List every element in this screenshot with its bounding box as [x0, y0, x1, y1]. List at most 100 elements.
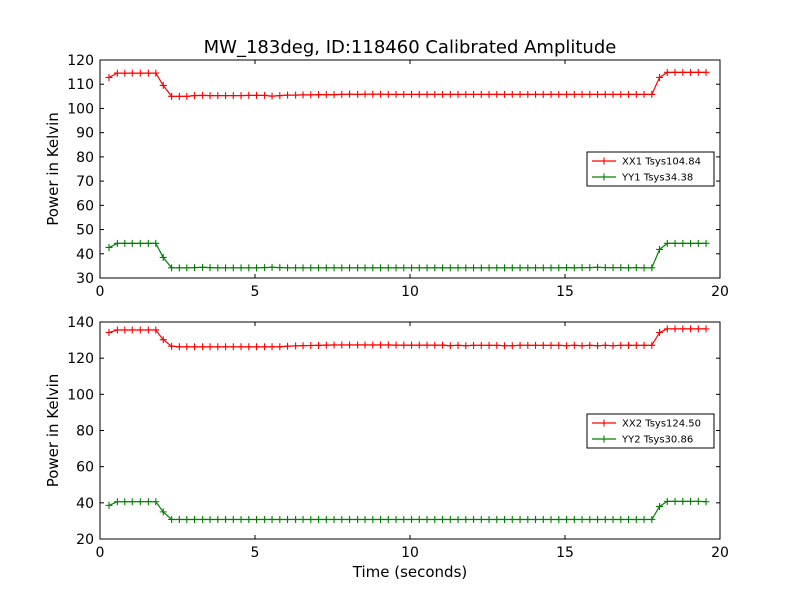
chart-panel-2: 0 5 10 15 20 20 40 60 80 100 120 140 Power in Kelvin…: [44, 315, 729, 581]
data-point: [392, 264, 400, 272]
x-tick-label: 10: [401, 284, 419, 300]
data-point: [400, 90, 408, 98]
data-point: [253, 264, 261, 272]
data-point: [617, 341, 625, 349]
data-point: [632, 341, 640, 349]
data-point: [516, 90, 524, 98]
data-point: [338, 264, 346, 272]
data-point: [168, 264, 176, 272]
data-point: [485, 515, 493, 523]
data-point: [253, 515, 261, 523]
data-point: [679, 497, 687, 505]
data-point: [663, 68, 671, 76]
data-point: [578, 264, 586, 272]
data-point: [524, 341, 532, 349]
data-point: [369, 90, 377, 98]
data-point: [128, 69, 136, 77]
data-point: [640, 264, 648, 272]
data-point: [105, 501, 113, 509]
data-point: [632, 90, 640, 98]
data-point: [292, 342, 300, 350]
data-point: [136, 239, 144, 247]
data-point: [609, 264, 617, 272]
data-point: [501, 90, 509, 98]
data-point: [524, 515, 532, 523]
data-point: [369, 515, 377, 523]
data-point: [516, 341, 524, 349]
data-point: [105, 243, 113, 251]
data-point: [656, 245, 664, 253]
data-point: [485, 264, 493, 272]
data-point: [307, 264, 315, 272]
data-point: [617, 264, 625, 272]
data-point: [532, 264, 540, 272]
data-point: [555, 264, 563, 272]
data-point: [702, 239, 710, 247]
data-point: [423, 515, 431, 523]
data-point: [175, 92, 183, 100]
data-point: [315, 264, 323, 272]
data-point: [330, 91, 338, 99]
data-point: [121, 498, 129, 506]
data-point: [524, 90, 532, 98]
data-point: [175, 264, 183, 272]
data-point: [354, 341, 362, 349]
data-point: [159, 336, 167, 344]
data-point: [501, 342, 509, 350]
legend-marker: [600, 173, 608, 181]
figure-title: MW_183deg, ID:118460 Calibrated Amplitud…: [204, 37, 617, 58]
data-point: [501, 515, 509, 523]
data-point: [113, 498, 121, 506]
data-point: [377, 515, 385, 523]
data-point: [354, 90, 362, 98]
data-point: [284, 342, 292, 350]
data-point: [261, 515, 269, 523]
data-point: [199, 515, 207, 523]
data-point: [113, 239, 121, 247]
data-point: [663, 239, 671, 247]
data-point: [136, 498, 144, 506]
data-point: [261, 91, 269, 99]
data-point: [338, 90, 346, 98]
data-point: [330, 341, 338, 349]
data-point: [322, 264, 330, 272]
data-point: [423, 264, 431, 272]
data-point: [446, 90, 454, 98]
data-point: [656, 328, 664, 336]
data-point: [128, 498, 136, 506]
data-point: [261, 264, 269, 272]
data-point: [563, 264, 571, 272]
x-axis-label: Time (seconds): [352, 563, 468, 581]
data-point: [570, 515, 578, 523]
data-point: [229, 264, 237, 272]
data-point: [408, 515, 416, 523]
data-point: [609, 515, 617, 523]
data-point: [183, 343, 191, 351]
data-point: [493, 515, 501, 523]
data-point: [136, 326, 144, 334]
y-tick-label: 40: [76, 247, 94, 263]
y-tick-label: 60: [76, 460, 94, 476]
data-point: [578, 342, 586, 350]
data-point: [485, 90, 493, 98]
data-point: [516, 515, 524, 523]
data-point: [617, 90, 625, 98]
data-point: [532, 341, 540, 349]
data-point: [625, 515, 633, 523]
data-point: [237, 343, 245, 351]
data-point: [563, 342, 571, 350]
data-point: [222, 92, 230, 100]
data-point: [555, 515, 563, 523]
data-point: [191, 92, 199, 100]
data-point: [431, 341, 439, 349]
x-tick-label: 20: [711, 545, 729, 561]
data-point: [663, 497, 671, 505]
data-point: [384, 90, 392, 98]
legend-marker: [600, 419, 608, 427]
data-point: [284, 91, 292, 99]
data-point: [121, 69, 129, 77]
data-point: [121, 239, 129, 247]
data-point: [338, 341, 346, 349]
data-point: [470, 515, 478, 523]
data-point: [570, 341, 578, 349]
